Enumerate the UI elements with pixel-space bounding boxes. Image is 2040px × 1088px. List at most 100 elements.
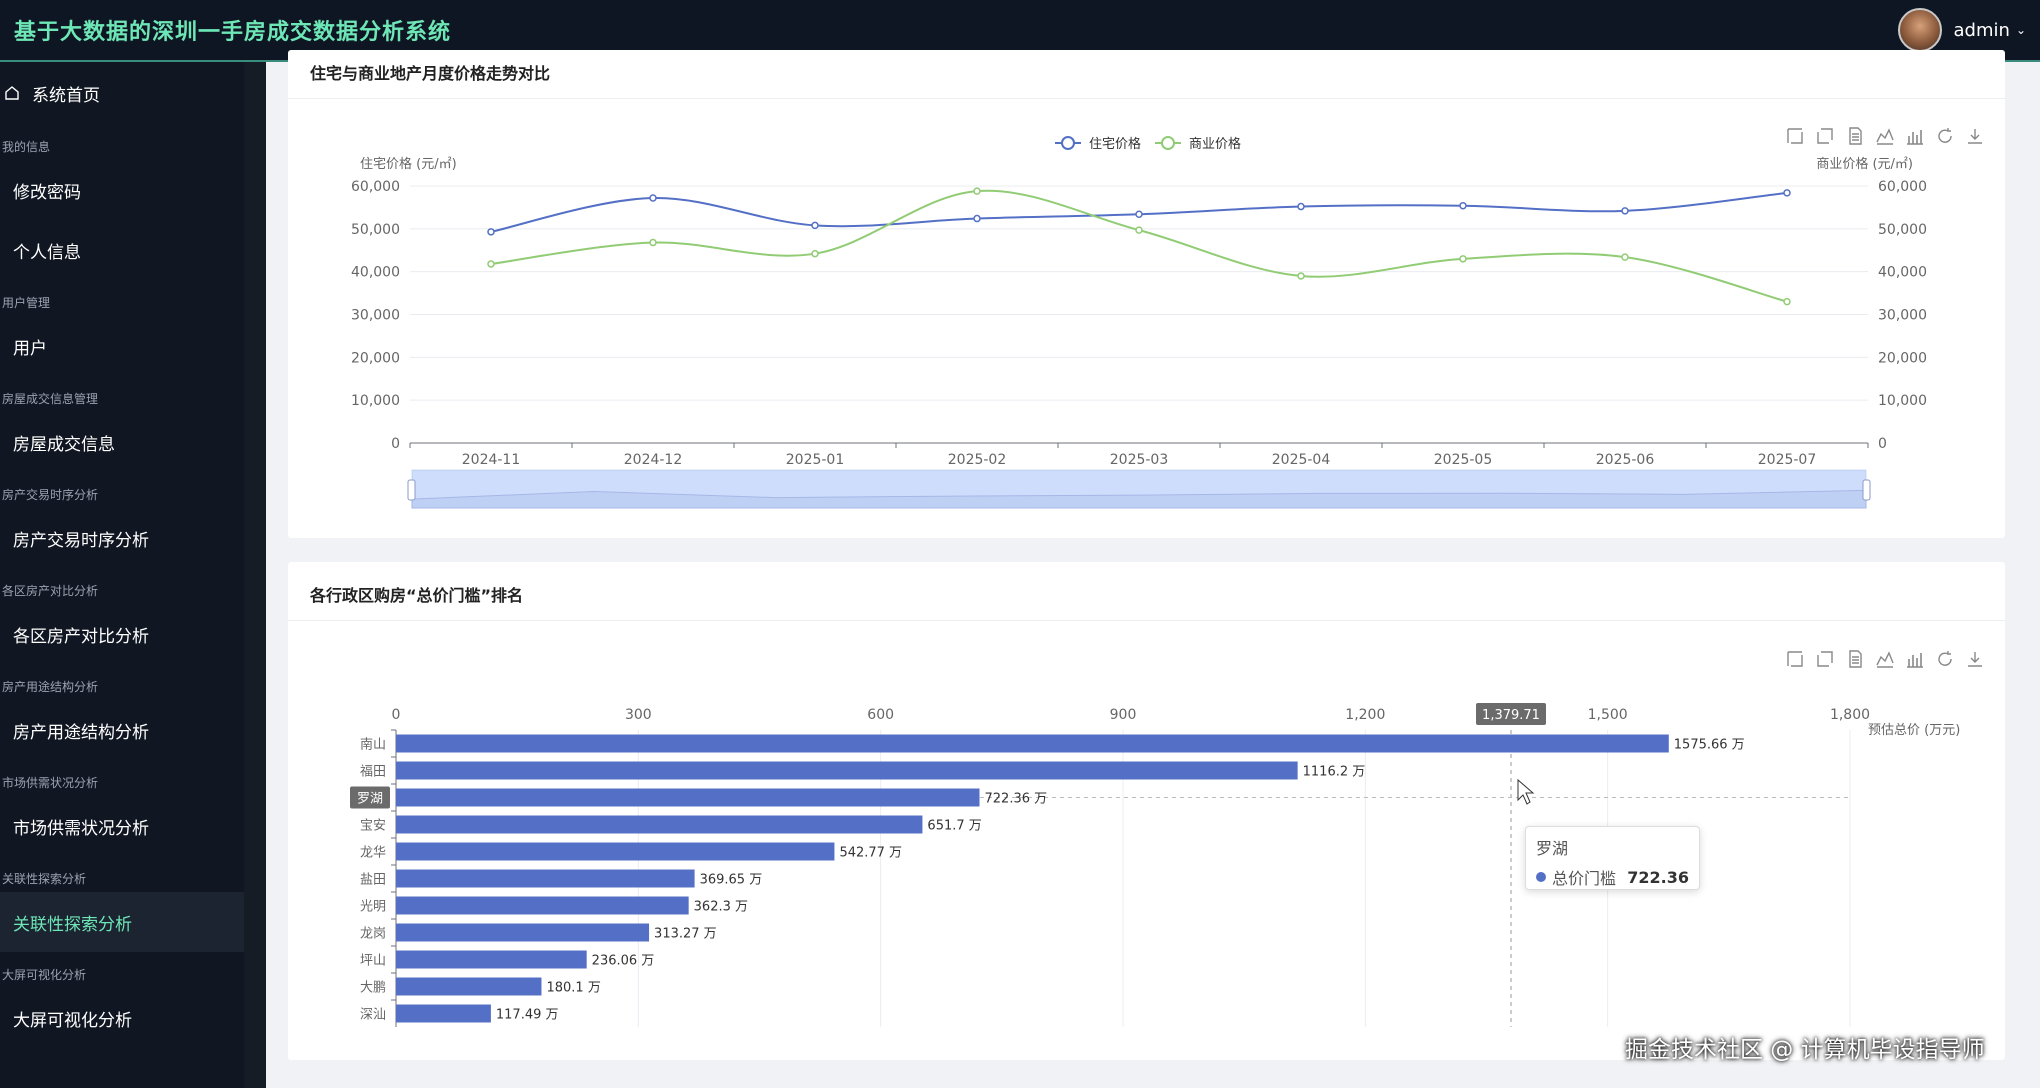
data-point <box>1459 201 1467 210</box>
bar-chart-icon[interactable] <box>1905 649 1925 669</box>
sidebar-item[interactable]: 各区房产对比分析 <box>13 626 149 647</box>
y-tick-label-right: 20,000 <box>1878 350 1927 366</box>
x-tick-label: 2025-03 <box>1110 452 1169 468</box>
y-tick-label: 30,000 <box>351 308 400 324</box>
bar <box>396 977 542 996</box>
data-point <box>1621 207 1629 215</box>
y-tick-label: 20,000 <box>351 350 400 366</box>
category-highlight-badge <box>350 786 390 809</box>
data-zoom-selection <box>412 470 1866 508</box>
bar-value-label: 722.36 万 <box>985 792 1048 807</box>
zoom-icon[interactable] <box>1785 126 1805 146</box>
x-tick-label: 1,800 <box>1830 707 1870 723</box>
download-icon[interactable] <box>1965 126 1985 146</box>
bar-chart-icon[interactable] <box>1905 126 1925 146</box>
legend-marker <box>1161 136 1175 150</box>
y-tick-label: 0 <box>391 436 400 452</box>
chart-toolbox <box>1785 649 1985 669</box>
series-line <box>490 189 1788 303</box>
x-tick-label: 900 <box>1110 707 1137 723</box>
sidebar-item[interactable]: 房屋成交信息 <box>13 434 115 455</box>
x-tick-label: 2024-12 <box>624 452 683 468</box>
bar-value-label: 236.06 万 <box>592 954 655 969</box>
sidebar-item[interactable]: 房产交易时序分析 <box>13 530 149 551</box>
bar-value-label: 117.49 万 <box>496 1008 559 1023</box>
y-tick-label: 50,000 <box>351 222 400 238</box>
line-chart-icon[interactable] <box>1875 649 1895 669</box>
bar <box>396 896 689 915</box>
y-tick-label-right: 30,000 <box>1878 308 1927 324</box>
legend-label: 商业价格 <box>1189 136 1241 152</box>
sidebar-group-label: 房产交易时序分析 <box>2 488 99 502</box>
username[interactable]: admin <box>1953 19 2010 41</box>
refresh-icon[interactable] <box>1935 126 1955 146</box>
data-point <box>1783 189 1791 197</box>
divider <box>288 98 2005 99</box>
bar <box>396 923 650 942</box>
home-icon <box>5 86 19 100</box>
sidebar-item[interactable]: 个人信息 <box>13 242 81 263</box>
cursor-icon <box>1517 778 1535 805</box>
y-tick-label: 盐田 <box>360 873 386 888</box>
axis-pointer-value: 1,379.71 <box>1482 708 1540 723</box>
sidebar-item[interactable]: 关联性探索分析 <box>0 892 244 952</box>
bar <box>396 950 587 969</box>
price-threshold-card: 各行政区购房“总价门槛”排名 <box>288 562 2005 1060</box>
sidebar-group-label: 房产用途结构分析 <box>2 680 99 694</box>
data-view-icon[interactable] <box>1845 649 1865 669</box>
zoom-icon[interactable] <box>1785 649 1805 669</box>
watermark: 掘金技术社区 @ 计算机毕设指导师 <box>1625 1037 1985 1063</box>
data-zoom-handle-right <box>1862 479 1871 501</box>
x-tick-label: 2025-06 <box>1596 452 1655 468</box>
data-point <box>1459 255 1467 263</box>
sidebar-item[interactable]: 大屏可视化分析 <box>13 1010 132 1031</box>
data-view-icon[interactable] <box>1845 126 1865 146</box>
y-tick-label-right: 10,000 <box>1878 393 1927 409</box>
data-point <box>1297 272 1305 280</box>
line-chart-icon[interactable] <box>1875 126 1895 146</box>
sidebar-group-label: 我的信息 <box>2 140 51 154</box>
price-trend-card: 住宅与商业地产月度价格走势对比 <box>288 50 2005 538</box>
sidebar-item-label: 系统首页 <box>32 85 100 106</box>
zoom-reset-icon[interactable] <box>1815 126 1835 146</box>
bar-value-label: 313.27 万 <box>654 927 717 942</box>
chevron-down-icon[interactable]: ⌄ <box>2015 23 2026 37</box>
y-tick-label: 光明 <box>360 900 386 915</box>
tooltip-series: 总价门槛 <box>1552 869 1617 888</box>
sidebar-item[interactable]: 市场供需状况分析 <box>13 818 149 839</box>
download-icon[interactable] <box>1965 649 1985 669</box>
sidebar-item[interactable]: 房产用途结构分析 <box>13 722 149 743</box>
axis-pointer-badge <box>1476 703 1546 725</box>
x-axis-label: 预估总价 (万元) <box>1868 723 1960 738</box>
chart-tooltip: 罗湖 总价门槛 722.36 <box>1525 826 1700 890</box>
data-point <box>1621 253 1629 261</box>
data-point <box>1135 210 1143 219</box>
sidebar-group-label: 大屏可视化分析 <box>2 968 87 982</box>
zoom-reset-icon[interactable] <box>1815 649 1835 669</box>
sidebar-item[interactable]: 用户 <box>13 338 47 359</box>
data-point <box>1135 226 1143 234</box>
y-tick-label-right: 40,000 <box>1878 265 1927 281</box>
bar-value-label: 362.3 万 <box>694 900 748 915</box>
x-tick-label: 1,200 <box>1345 707 1385 723</box>
refresh-icon[interactable] <box>1935 649 1955 669</box>
x-tick-label: 600 <box>867 707 894 723</box>
y-tick-label: 龙岗 <box>360 927 386 942</box>
card-title: 各行政区购房“总价门槛”排名 <box>310 586 524 605</box>
bar <box>396 761 1298 780</box>
y-axis-label-left: 住宅价格 (元/㎡) <box>360 156 457 172</box>
divider <box>288 620 2005 621</box>
bar <box>396 869 695 888</box>
sidebar-group-label: 市场供需状况分析 <box>2 776 99 790</box>
x-tick-label: 2024-11 <box>462 452 521 468</box>
y-tick-label: 坪山 <box>360 954 386 969</box>
bar-value-label: 1116.2 万 <box>1303 765 1366 780</box>
y-tick-label: 深汕 <box>360 1008 386 1023</box>
data-point <box>1783 297 1791 306</box>
sidebar-item[interactable]: 修改密码 <box>13 182 81 203</box>
card-title: 住宅与商业地产月度价格走势对比 <box>310 64 551 83</box>
sidebar-item-home[interactable]: 系统首页 <box>0 62 244 124</box>
data-point <box>649 238 657 247</box>
data-point <box>1297 202 1305 211</box>
